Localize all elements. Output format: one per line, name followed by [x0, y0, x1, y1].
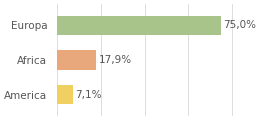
Bar [57, 15, 221, 35]
Text: 75,0%: 75,0% [223, 20, 256, 30]
Text: 7,1%: 7,1% [75, 90, 101, 100]
Bar [57, 50, 96, 70]
Text: 17,9%: 17,9% [98, 55, 132, 65]
Bar [57, 85, 73, 105]
